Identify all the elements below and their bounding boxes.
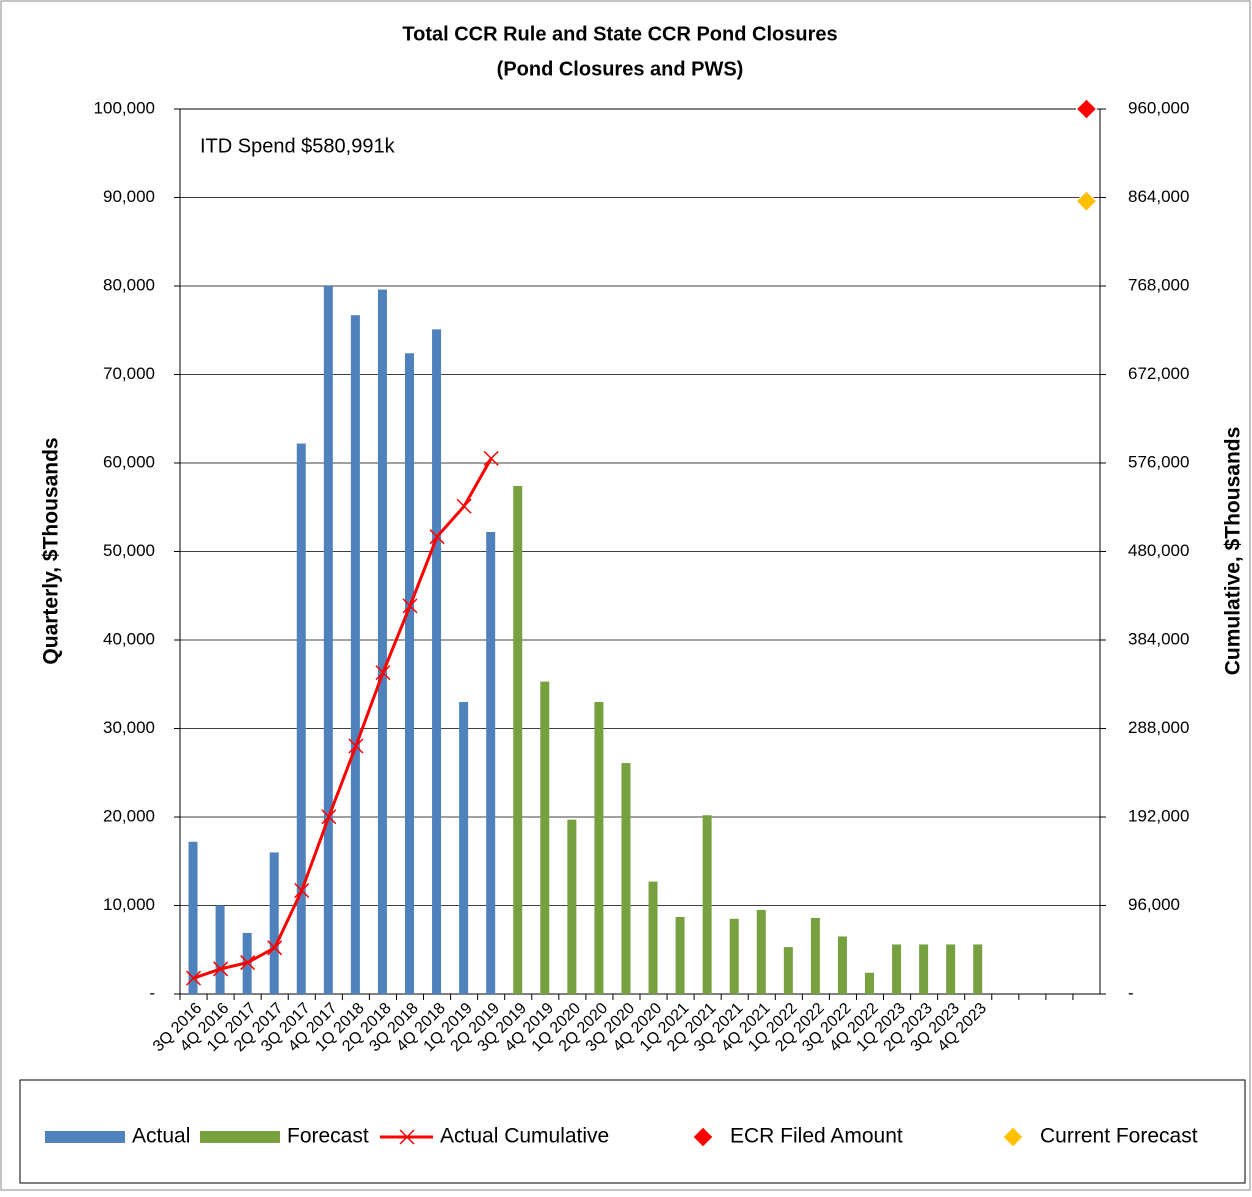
bar xyxy=(621,763,631,994)
legend-swatch xyxy=(692,1126,714,1148)
bar xyxy=(973,944,983,994)
line-marker xyxy=(185,970,202,986)
line-marker xyxy=(321,809,337,825)
line-marker xyxy=(294,882,310,899)
y2-tick-label: - xyxy=(1128,983,1134,1002)
bar xyxy=(269,852,279,994)
scatter-point xyxy=(1075,98,1098,120)
legend-label: Forecast xyxy=(287,1125,369,1148)
y-tick-label: 20,000 xyxy=(103,806,155,825)
scatter-point xyxy=(1075,190,1098,212)
line-marker xyxy=(429,529,445,545)
bar xyxy=(215,905,225,994)
bar xyxy=(675,917,685,994)
y-tick-label: 60,000 xyxy=(103,452,155,471)
y2-tick-label: 288,000 xyxy=(1128,718,1189,737)
bar xyxy=(702,815,712,994)
y2-axis-title: Cumulative, $Thousands xyxy=(1222,427,1245,676)
y2-tick-label: 192,000 xyxy=(1128,806,1189,825)
bar xyxy=(323,286,333,994)
legend-swatch xyxy=(1002,1126,1024,1148)
y2-tick-label: 864,000 xyxy=(1128,187,1189,206)
line-marker xyxy=(402,598,418,614)
chart-subtitle: (Pond Closures and PWS) xyxy=(497,58,744,80)
y-tick-label: 100,000 xyxy=(94,98,155,117)
bar xyxy=(188,841,198,994)
chart-title: Total CCR Rule and State CCR Pond Closur… xyxy=(402,23,837,45)
bar xyxy=(405,353,414,994)
legend-label: Current Forecast xyxy=(1040,1125,1198,1148)
bar xyxy=(432,329,442,994)
bar xyxy=(648,881,658,994)
bar xyxy=(513,486,523,994)
legend-swatch xyxy=(200,1131,280,1143)
bar xyxy=(837,936,847,994)
bar xyxy=(296,443,306,994)
y-tick-label: 50,000 xyxy=(103,541,155,560)
legend-label: Actual Cumulative xyxy=(440,1125,609,1148)
y-tick-label: 80,000 xyxy=(103,275,155,294)
y2-tick-label: 960,000 xyxy=(1128,98,1189,117)
bar xyxy=(729,918,739,994)
bar xyxy=(783,947,793,994)
bar xyxy=(892,944,902,994)
legend-swatch xyxy=(399,1129,415,1145)
line-marker xyxy=(456,498,472,514)
bar xyxy=(756,909,766,994)
line-marker xyxy=(348,738,364,754)
bar xyxy=(377,289,387,994)
annotation: ITD Spend $580,991k xyxy=(200,135,396,157)
bar xyxy=(946,944,956,994)
bar xyxy=(594,701,604,994)
y-tick-label: 70,000 xyxy=(103,364,155,383)
y-tick-label: 40,000 xyxy=(103,629,155,648)
line-marker xyxy=(375,665,391,681)
y-axis-title: Quarterly, $Thousands xyxy=(40,437,63,664)
bar xyxy=(567,819,577,994)
legend-label: ECR Filed Amount xyxy=(730,1125,903,1148)
line-marker xyxy=(213,961,229,977)
y2-tick-label: 480,000 xyxy=(1128,541,1189,560)
bar xyxy=(810,917,820,994)
bar xyxy=(919,944,929,994)
line-marker xyxy=(483,450,499,466)
bar xyxy=(350,315,360,995)
legend-swatch xyxy=(45,1131,125,1143)
legend-label: Actual xyxy=(132,1125,190,1148)
y2-tick-label: 672,000 xyxy=(1128,364,1189,383)
y-tick-label: - xyxy=(149,983,155,1002)
line-marker xyxy=(240,955,256,971)
bar xyxy=(865,972,874,994)
y-tick-label: 30,000 xyxy=(103,718,155,737)
bar xyxy=(540,681,550,994)
y2-tick-label: 384,000 xyxy=(1128,629,1189,648)
y2-tick-label: 96,000 xyxy=(1128,895,1180,914)
y2-tick-label: 768,000 xyxy=(1128,275,1189,294)
bar xyxy=(459,701,469,994)
bar xyxy=(486,532,496,994)
y-tick-label: 10,000 xyxy=(103,895,155,914)
line-marker xyxy=(267,940,283,956)
y-tick-label: 90,000 xyxy=(103,187,155,206)
legend-box xyxy=(19,1079,1246,1184)
y2-tick-label: 576,000 xyxy=(1128,452,1189,471)
